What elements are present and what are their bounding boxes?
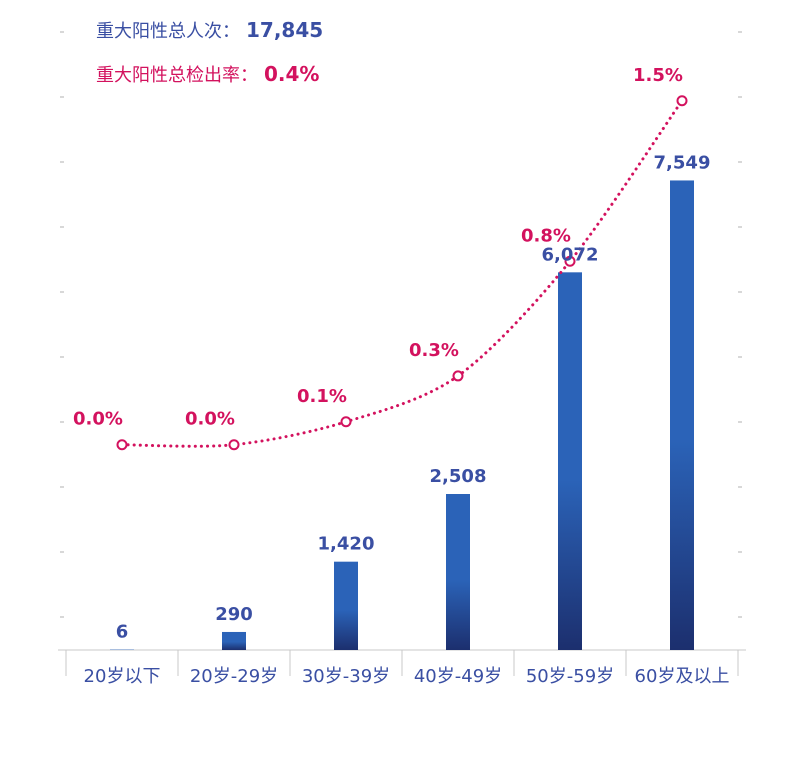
x-tick-label: 50岁-59岁 [526,666,614,687]
bar-value-label: 7,549 [654,152,711,173]
bar-value-label: 6,072 [542,244,599,265]
bar [222,631,246,650]
rate-value-label: 1.5% [633,65,683,86]
summary-total-label: 重大阳性总人次： [96,21,240,42]
rate-point [452,370,464,382]
x-tick-label: 60岁及以上 [635,666,730,687]
rate-line [116,95,688,451]
bar [670,180,694,650]
summary-total: 重大阳性总人次： 17,845 [96,18,323,44]
rate-value-label: 0.3% [409,340,459,361]
bar [558,272,582,650]
bars [110,180,694,650]
rate-value-label: 0.8% [521,225,571,246]
rate-value-label: 0.0% [185,409,235,430]
rate-point [228,439,240,451]
bar [334,561,358,650]
rate-line-path [120,99,684,448]
rate-value-label: 0.1% [297,386,347,407]
summary-rate: 重大阳性总检出率： 0.4% [96,62,319,88]
bar-value-label: 6 [116,622,129,643]
rate-point [564,255,576,267]
bar-value-label: 290 [215,604,253,625]
data-labels: 20岁以下 20岁-29岁 30岁-39岁 40岁-49岁 50岁-59岁 60岁及以上 6… [73,65,729,687]
rate-value-label: 0.0% [73,409,123,430]
bar-value-label: 1,420 [318,534,375,555]
x-tick-label: 30岁-39岁 [302,666,390,687]
x-tick-label: 40岁-49岁 [414,666,502,687]
x-tick-label: 20岁-29岁 [190,666,278,687]
rate-point [340,416,352,428]
bar [446,494,470,650]
summary-total-value: 17,845 [246,18,324,42]
axes [58,31,746,676]
rate-point [116,439,128,451]
bar-value-label: 2,508 [430,466,487,487]
summary-rate-value: 0.4% [264,62,320,86]
rate-point [676,95,688,107]
summary-rate-label: 重大阳性总检出率： [96,65,258,86]
x-tick-label: 20岁以下 [84,666,161,687]
